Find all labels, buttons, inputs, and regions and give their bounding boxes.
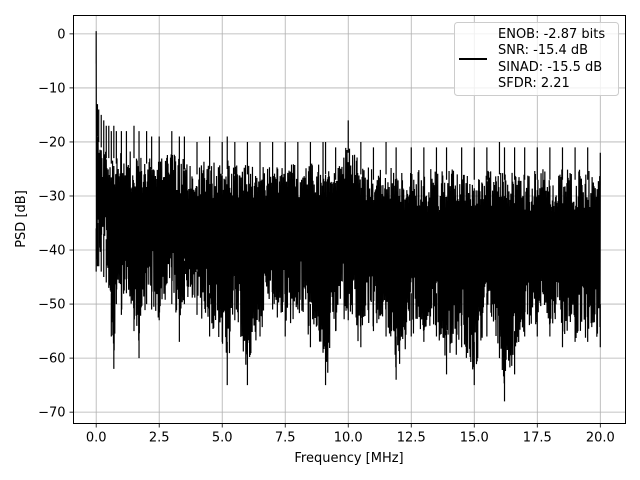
y-tick-label: −50 [38, 298, 65, 313]
y-tick-label: −10 [38, 81, 65, 96]
legend-entry-sfdr: SFDR: 2.21 [498, 76, 570, 91]
y-tick-label: −60 [38, 352, 65, 367]
legend: ENOB: -2.87 bits SNR: -15.4 dB SINAD: -1… [454, 22, 619, 96]
x-tick-label: 15.0 [460, 431, 489, 446]
x-tick-label: 5.0 [212, 431, 233, 446]
x-tick-label: 2.5 [149, 431, 170, 446]
y-tick-label: −40 [38, 244, 65, 259]
legend-box [454, 22, 619, 96]
legend-entry-enob: ENOB: -2.87 bits [498, 27, 605, 42]
y-tick-label: −70 [38, 406, 65, 421]
y-tick-label: −20 [38, 135, 65, 150]
psd-series-line [95, 31, 601, 402]
x-tick-label: 17.5 [523, 431, 552, 446]
x-tick-label: 7.5 [275, 431, 296, 446]
legend-entry-snr: SNR: -15.4 dB [498, 43, 588, 58]
y-tick-label: −30 [38, 189, 65, 204]
x-tick-label: 20.0 [586, 431, 615, 446]
plot-area [95, 31, 601, 402]
axes-frame [73, 15, 626, 424]
x-tick-label: 0.0 [86, 431, 107, 446]
y-axis-ticks: 0 −10 −20 −30 −40 −50 −60 −70 [38, 27, 74, 421]
y-tick-label: 0 [57, 27, 65, 42]
x-axis-label: Frequency [MHz] [294, 451, 403, 466]
y-axis-label: PSD [dB] [14, 190, 29, 248]
x-tick-label: 12.5 [397, 431, 426, 446]
x-axis-ticks: 0.0 2.5 5.0 7.5 10.0 12.5 15.0 17.5 20.0 [86, 423, 615, 446]
x-tick-label: 10.0 [334, 431, 363, 446]
legend-entry-sinad: SINAD: -15.5 dB [498, 60, 602, 75]
